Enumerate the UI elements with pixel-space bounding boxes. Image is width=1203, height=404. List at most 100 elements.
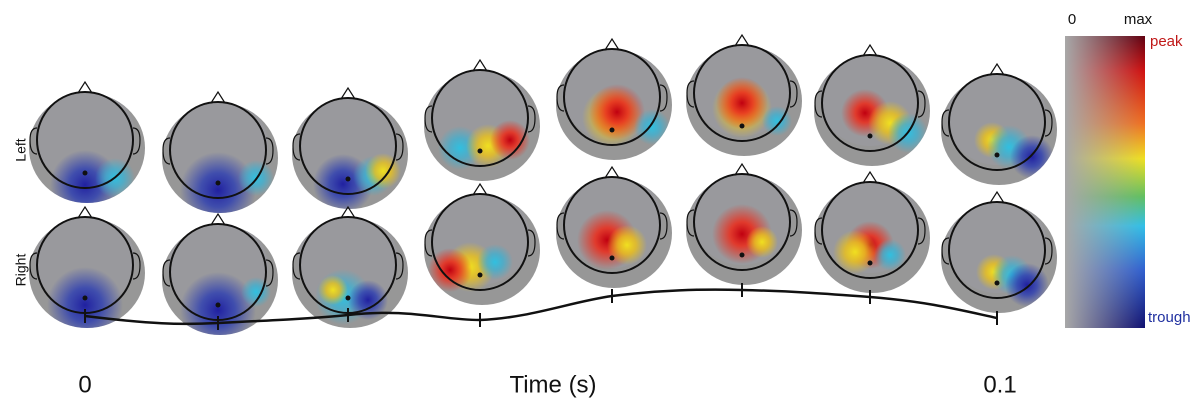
electrode — [215, 302, 221, 308]
electrode — [994, 152, 1000, 158]
row-label: Left — [13, 138, 29, 161]
topomaps — [29, 33, 1057, 335]
head-outline — [693, 173, 791, 271]
head-outline — [821, 181, 919, 279]
nose — [472, 182, 488, 196]
topomap-blob — [348, 280, 388, 320]
head-outline — [693, 44, 791, 142]
ear — [527, 105, 536, 133]
head-outline — [36, 91, 134, 189]
ear — [29, 127, 38, 155]
topomap-field — [820, 183, 920, 274]
nose — [734, 162, 750, 176]
topomap-field — [692, 175, 792, 265]
time-curve — [84, 288, 998, 326]
head-outline — [563, 48, 661, 146]
ear — [395, 252, 404, 280]
ear — [941, 237, 950, 265]
ear — [1044, 109, 1053, 137]
topomap — [292, 86, 408, 209]
topomap-blob — [47, 267, 123, 328]
topomap-field — [562, 50, 670, 147]
ear — [132, 127, 141, 155]
topomap — [686, 162, 802, 285]
topomap — [686, 33, 802, 156]
colorbar-gray — [1065, 36, 1145, 328]
nose — [340, 205, 356, 219]
colorbar-min: 0 — [1068, 11, 1076, 28]
ear — [686, 80, 695, 108]
topomap-blob — [1005, 263, 1049, 307]
nose — [734, 33, 750, 47]
topomap-field — [428, 195, 530, 292]
topomap-blob — [634, 109, 670, 145]
head-outline — [563, 176, 661, 274]
electrode — [739, 123, 745, 129]
topomap-blob — [607, 225, 647, 265]
nose — [862, 43, 878, 57]
ear — [424, 229, 433, 257]
head-outline — [948, 201, 1046, 299]
topomap — [162, 212, 278, 335]
ear — [917, 217, 926, 245]
topomap-field — [298, 99, 401, 209]
ear — [1044, 237, 1053, 265]
topomap-blob — [1010, 135, 1054, 179]
electrode — [867, 133, 873, 139]
head-outline — [299, 97, 397, 195]
topomap-blob — [716, 77, 768, 129]
electrode — [82, 295, 88, 301]
nose — [604, 165, 620, 179]
electrode — [477, 148, 483, 154]
topomap — [556, 37, 672, 160]
nose — [340, 86, 356, 100]
head-outline — [821, 54, 919, 152]
ear — [527, 229, 536, 257]
ear — [265, 137, 274, 165]
topomap-blob — [589, 84, 645, 140]
electrode — [477, 272, 483, 278]
axis-title: Time (s) — [509, 371, 596, 398]
nose — [989, 62, 1005, 76]
topomap-blob — [318, 275, 348, 305]
nose — [989, 190, 1005, 204]
nose — [472, 58, 488, 72]
electrode — [345, 176, 351, 182]
colorbar-max: max — [1124, 11, 1153, 28]
ear — [686, 209, 695, 237]
topomap-field — [298, 218, 398, 325]
ear — [292, 133, 301, 161]
topomap — [941, 62, 1057, 185]
topomap-field — [168, 225, 271, 335]
ear — [162, 259, 171, 287]
ear — [132, 252, 141, 280]
ear — [424, 105, 433, 133]
electrode — [867, 260, 873, 266]
colorbar-trough: trough — [1148, 309, 1191, 326]
head-outline — [948, 73, 1046, 171]
topomap — [424, 182, 540, 305]
head-outline — [169, 101, 267, 199]
topomap — [162, 90, 278, 213]
topomap — [29, 205, 145, 328]
topomap-blob — [490, 120, 530, 160]
topomap-field — [35, 218, 135, 328]
electrode — [994, 280, 1000, 286]
ear — [814, 217, 823, 245]
ear — [556, 212, 565, 240]
electrode — [609, 127, 615, 133]
topomap — [814, 43, 930, 166]
topomap-blob — [428, 248, 472, 292]
nose — [862, 170, 878, 184]
topomap-field — [947, 203, 1049, 307]
axis-start: 0 — [78, 371, 91, 398]
topomap-blob — [746, 226, 778, 258]
head-outline — [431, 69, 529, 167]
ear — [789, 80, 798, 108]
ear — [659, 212, 668, 240]
nose — [604, 37, 620, 51]
ear — [941, 109, 950, 137]
ear — [659, 84, 668, 112]
ear — [265, 259, 274, 287]
